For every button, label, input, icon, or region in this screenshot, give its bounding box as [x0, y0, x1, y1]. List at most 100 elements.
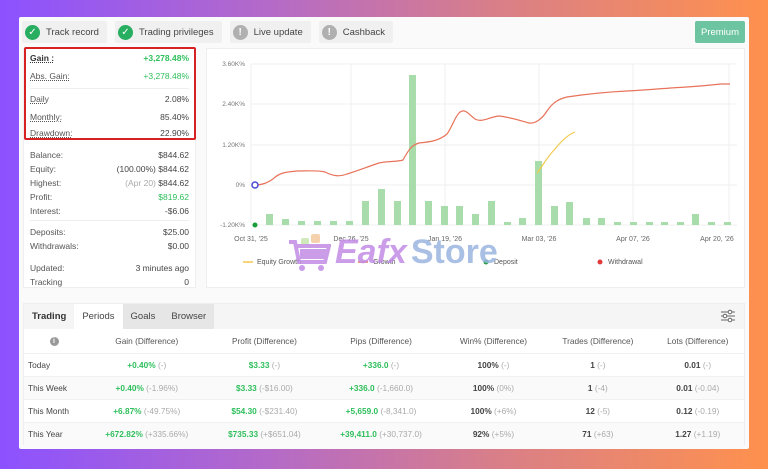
period-label: This Year — [24, 421, 84, 445]
trades-diff: (-4) — [594, 382, 608, 393]
profit-diff: (-$16.00) — [259, 382, 293, 393]
lots-value: 0.01 — [684, 359, 701, 370]
trades-diff: (-5) — [597, 405, 611, 416]
stat-label: Highest: — [30, 177, 62, 188]
badge-live-update[interactable]: ! Live update — [229, 21, 311, 43]
pips-diff: (+30,737.0) — [379, 428, 422, 439]
lots-value: 0.01 — [676, 382, 693, 393]
legend: Equity Growth Growth Deposit Withdrawal — [243, 259, 643, 266]
stat-daily: Daily 2.08% — [30, 92, 189, 105]
growth-chart[interactable]: 3.60K% 2.40K% 1.20K% 0% -1.20K% — [206, 48, 745, 288]
stat-value: $844.62 — [158, 177, 189, 188]
tab-periods[interactable]: Periods — [74, 304, 123, 329]
win-value: 100% — [470, 405, 492, 416]
highlight-box — [24, 47, 196, 140]
status-badges: ✓ Track record ✓ Trading privileges ! Li… — [22, 21, 393, 43]
exclamation-circle-icon: ! — [321, 24, 337, 40]
profit-value: $54.30 — [231, 405, 257, 416]
column-header: Pips (Difference) — [350, 335, 412, 346]
stat-value: $844.62 — [158, 149, 189, 160]
check-circle-icon: ✓ — [25, 24, 40, 40]
divider — [30, 88, 189, 89]
win-diff: (0%) — [496, 382, 514, 393]
stat-label[interactable]: Abs. Gain: — [30, 70, 70, 81]
stat-abs-gain: Abs. Gain: +3,278.48% — [30, 69, 189, 82]
pips-value: +39,411.0 — [340, 428, 377, 439]
x-tick: Oct 31, '25 — [234, 236, 268, 243]
period-label: This Week — [24, 375, 84, 399]
y-tick: 1.20K% — [222, 142, 245, 149]
stat-value: $25.00 — [163, 226, 189, 237]
trades-value: 1 — [587, 382, 593, 393]
tab-goals[interactable]: Goals — [122, 304, 164, 329]
profit-diff: (-) — [271, 359, 281, 370]
badge-track-record[interactable]: ✓ Track record — [22, 21, 107, 43]
main-panel: ✓ Track record ✓ Trading privileges ! Li… — [19, 17, 749, 449]
tab-browser[interactable]: Browser — [163, 304, 215, 329]
stat-label: Withdrawals: — [30, 240, 79, 251]
stat-equity: Equity: (100.00%) $844.62 — [30, 162, 189, 175]
stat-label: Profit: — [30, 191, 53, 202]
stat-label[interactable]: Monthly: — [30, 111, 63, 122]
stat-label: Deposits: — [30, 226, 66, 237]
periods-table: i Gain (Difference) Profit (Difference) … — [24, 329, 744, 445]
stat-monthly: Monthly: 85.40% — [30, 110, 189, 123]
trades-diff: (-) — [597, 359, 606, 370]
x-axis-labels: Oct 31, '25 Dec 26, '25 Jan 19, '26 Mar … — [234, 236, 734, 243]
stat-value: 0 — [184, 276, 189, 287]
win-diff: (-) — [501, 359, 510, 370]
profit-diff: (+$651.04) — [260, 428, 301, 439]
bars — [266, 75, 731, 225]
tab-trading[interactable]: Trading — [24, 304, 75, 329]
stat-label[interactable]: Gain : — [30, 52, 55, 63]
badge-label: Track record — [46, 26, 99, 38]
stat-value: +3,278.48% — [143, 70, 189, 81]
x-tick: Jan 19, '26 — [428, 236, 462, 243]
y-tick: -1.20K% — [220, 222, 245, 229]
y-tick: 3.60K% — [222, 61, 245, 68]
lots-diff: (-) — [702, 359, 712, 370]
win-diff: (+5%) — [491, 428, 515, 439]
column-header: Win% (Difference) — [459, 335, 528, 346]
period-label: Today — [24, 352, 84, 376]
column-header: Gain (Difference) — [115, 335, 179, 346]
period-label: This Month — [24, 398, 84, 422]
y-tick: 0% — [236, 182, 246, 189]
lots-value: 0.12 — [676, 405, 693, 416]
stat-label[interactable]: Drawdown: — [30, 127, 73, 138]
gain-diff: (-) — [157, 359, 167, 370]
filter-settings-icon[interactable] — [720, 308, 736, 324]
check-circle-icon: ✓ — [117, 24, 133, 40]
profit-value: $735.33 — [228, 428, 259, 439]
legend-equity-growth: Equity Growth — [257, 259, 301, 266]
gain-value: +0.40% — [115, 382, 144, 393]
chart-svg: 3.60K% 2.40K% 1.20K% 0% -1.20K% — [220, 61, 737, 266]
periods-table-panel: Trading Periods Goals Browser i Gain (Di… — [23, 303, 745, 445]
gain-value: +0.40% — [127, 359, 156, 370]
stat-highest: Highest: (Apr 20) $844.62 — [30, 176, 189, 189]
info-icon[interactable]: i — [49, 337, 59, 347]
stat-label: Interest: — [30, 205, 61, 216]
stats-panel: Gain : +3,278.48% Abs. Gain: +3,278.48% … — [23, 48, 196, 288]
stat-label[interactable]: Daily — [30, 93, 49, 104]
y-tick: 2.40K% — [222, 101, 245, 108]
table-row: Today +0.40% (-) $3.33 (-) +336.0 (-) 10… — [24, 352, 744, 376]
start-marker — [251, 181, 259, 189]
stat-value: 3 minutes ago — [135, 262, 189, 273]
x-tick: Mar 03, '26 — [522, 236, 557, 243]
growth-line — [254, 83, 730, 186]
column-header: Lots (Difference) — [667, 335, 729, 346]
trades-value: 71 — [582, 428, 592, 439]
pips-value: +336.0 — [349, 382, 375, 393]
info-header: i — [24, 329, 84, 353]
premium-button[interactable]: Premium — [695, 21, 745, 43]
stat-updated: Updated: 3 minutes ago — [30, 261, 189, 274]
badge-cashback[interactable]: ! Cashback — [318, 21, 393, 43]
divider — [30, 220, 189, 221]
stat-deposits: Deposits: $25.00 — [30, 225, 189, 238]
badge-trading-privileges[interactable]: ✓ Trading privileges — [114, 21, 222, 43]
x-tick: Apr 20, '26 — [700, 236, 734, 243]
stat-prefix: (100.00%) — [116, 163, 156, 174]
win-diff: (+6%) — [494, 405, 517, 416]
table-row: This Year +672.82% (+335.66%) $735.33 (+… — [24, 421, 744, 445]
